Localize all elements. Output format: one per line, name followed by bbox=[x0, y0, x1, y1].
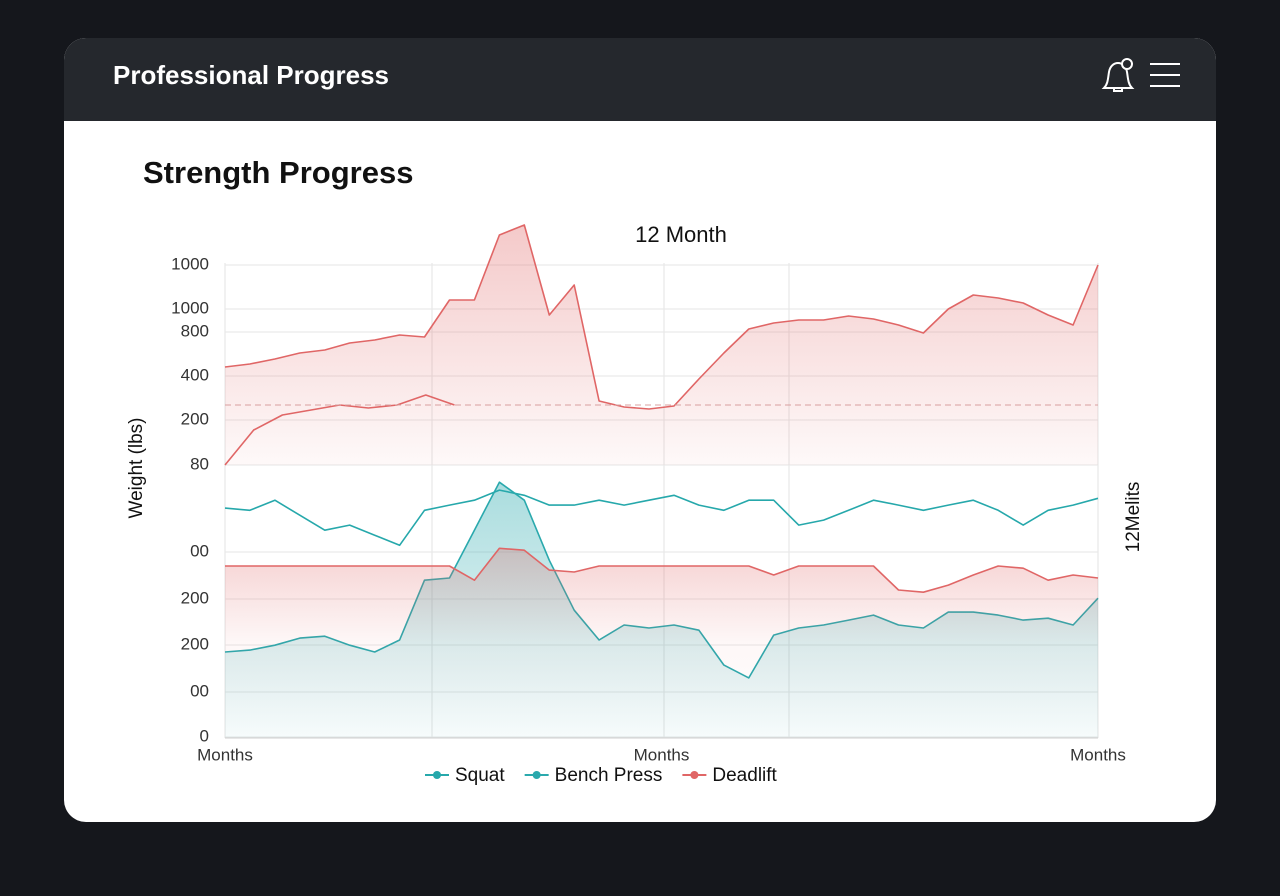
y-axis-title: Weight (lbs) bbox=[126, 417, 147, 518]
y-tick-label: 00 bbox=[190, 541, 209, 560]
series-line bbox=[225, 547, 1099, 593]
y-tick-label: 1000 bbox=[171, 254, 209, 273]
y-tick-label: 800 bbox=[181, 321, 209, 340]
y-tick-label: 200 bbox=[181, 409, 209, 428]
y-tick-label: 0 bbox=[200, 726, 209, 745]
y-tick-label: 200 bbox=[181, 588, 209, 607]
legend-label: Bench Press bbox=[555, 765, 663, 786]
header-title: Professional Progress bbox=[113, 60, 389, 90]
y-tick-label: 400 bbox=[181, 365, 209, 384]
series-line bbox=[224, 489, 1099, 547]
y-tick-label: 80 bbox=[190, 454, 209, 473]
x-tick-label: Months bbox=[197, 745, 253, 764]
legend: Squat Bench Press Deadlift bbox=[425, 765, 778, 786]
y2-axis-title: 12Melits bbox=[1123, 482, 1144, 553]
legend-dot bbox=[433, 771, 441, 779]
legend-label: Deadlift bbox=[712, 765, 777, 786]
x-tick-label: Months bbox=[634, 745, 690, 764]
area-fill bbox=[225, 548, 1098, 738]
area-fill bbox=[225, 225, 1098, 465]
header-icons bbox=[1101, 58, 1180, 92]
y-tick-label: 00 bbox=[190, 681, 209, 700]
chart-title: 12 Month bbox=[635, 222, 727, 247]
series-line bbox=[224, 224, 1099, 410]
header: Professional Progress bbox=[64, 38, 1216, 121]
x-tick-label: Months bbox=[1070, 745, 1126, 764]
y-tick-label: 1000 bbox=[171, 298, 209, 317]
menu-button[interactable] bbox=[1150, 63, 1180, 87]
notification-bell[interactable] bbox=[1101, 58, 1135, 92]
card-title: Strength Progress bbox=[143, 155, 414, 190]
y-tick-label: 200 bbox=[181, 634, 209, 653]
legend-dot bbox=[532, 771, 541, 779]
legend-dot bbox=[690, 771, 699, 779]
legend-label: Squat bbox=[455, 765, 505, 786]
